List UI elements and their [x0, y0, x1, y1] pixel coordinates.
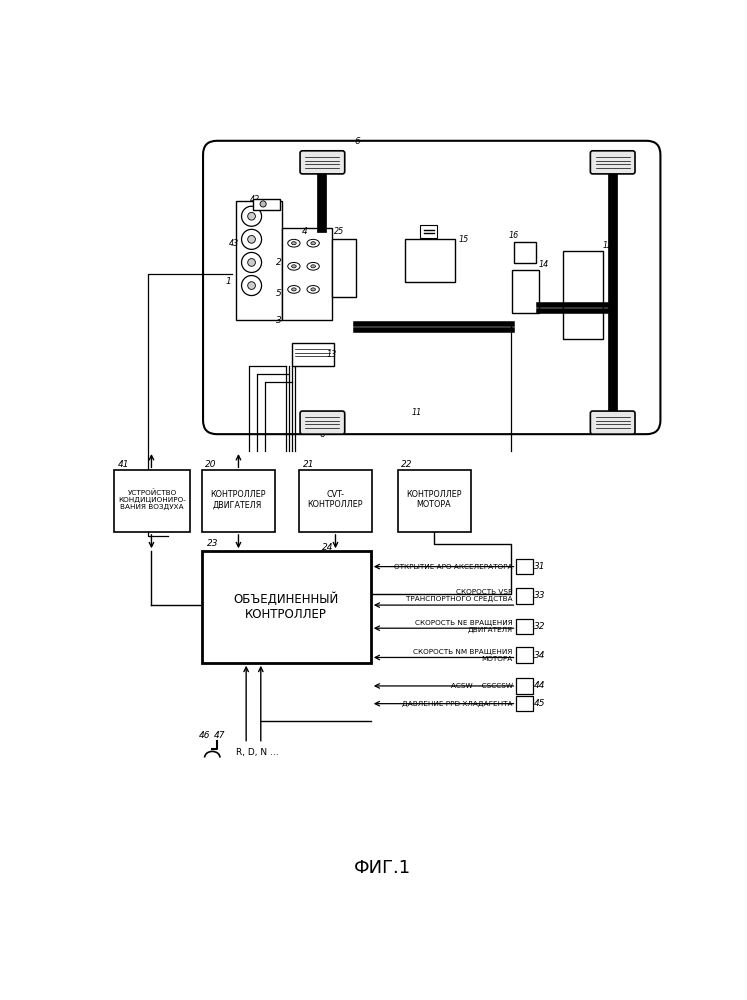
Text: 1: 1 — [226, 277, 232, 286]
Text: КОНТРОЛЛЕР
МОТОРА: КОНТРОЛЛЕР МОТОРА — [406, 490, 462, 509]
Text: СКОРОСТЬ NM ВРАЩЕНИЯ
МОТОРА: СКОРОСТЬ NM ВРАЩЕНИЯ МОТОРА — [413, 649, 512, 662]
FancyBboxPatch shape — [590, 151, 635, 174]
FancyBboxPatch shape — [420, 225, 437, 238]
Text: 24: 24 — [322, 543, 333, 552]
Text: R, D, N ...: R, D, N ... — [235, 748, 278, 757]
Text: 11: 11 — [412, 408, 422, 417]
FancyBboxPatch shape — [398, 470, 471, 532]
FancyBboxPatch shape — [300, 470, 373, 532]
FancyBboxPatch shape — [516, 559, 533, 574]
Text: 33: 33 — [534, 591, 545, 600]
Text: 32: 32 — [534, 622, 545, 631]
Text: СКОРОСТЬ NE ВРАЩЕНИЯ
ДВИГАТЕЛЯ: СКОРОСТЬ NE ВРАЩЕНИЯ ДВИГАТЕЛЯ — [415, 620, 512, 633]
Text: 46: 46 — [199, 732, 211, 740]
Text: 12: 12 — [602, 241, 613, 250]
Text: СКОРОСТЬ VSP
ТРАНСПОРТНОГО СРЕДСТВА: СКОРОСТЬ VSP ТРАНСПОРТНОГО СРЕДСТВА — [406, 589, 512, 602]
FancyBboxPatch shape — [516, 678, 533, 694]
Text: 45: 45 — [534, 699, 545, 708]
Text: УСТРОЙСТВО
КОНДИЦИОНИРО-
ВАНИЯ ВОЗДУХА: УСТРОЙСТВО КОНДИЦИОНИРО- ВАНИЯ ВОЗДУХА — [118, 489, 186, 510]
Circle shape — [260, 201, 266, 207]
FancyBboxPatch shape — [562, 251, 603, 339]
Circle shape — [248, 259, 255, 266]
Text: 4: 4 — [302, 227, 308, 236]
Ellipse shape — [291, 288, 297, 291]
FancyBboxPatch shape — [405, 239, 455, 282]
Text: 23: 23 — [208, 539, 219, 548]
FancyBboxPatch shape — [203, 141, 660, 434]
FancyBboxPatch shape — [516, 588, 533, 604]
FancyBboxPatch shape — [114, 470, 190, 532]
Text: 20: 20 — [205, 460, 217, 469]
FancyBboxPatch shape — [300, 411, 344, 434]
FancyBboxPatch shape — [291, 343, 334, 366]
Circle shape — [248, 235, 255, 243]
Ellipse shape — [311, 288, 315, 291]
Ellipse shape — [291, 265, 297, 268]
FancyBboxPatch shape — [202, 470, 275, 532]
Circle shape — [248, 282, 255, 289]
FancyBboxPatch shape — [202, 551, 371, 663]
Text: КОНТРОЛЛЕР
ДВИГАТЕЛЯ: КОНТРОЛЛЕР ДВИГАТЕЛЯ — [210, 490, 265, 509]
FancyBboxPatch shape — [590, 411, 635, 434]
FancyBboxPatch shape — [512, 270, 539, 312]
Text: 13: 13 — [326, 350, 337, 359]
FancyBboxPatch shape — [236, 201, 282, 320]
Text: 31: 31 — [534, 562, 545, 571]
Ellipse shape — [311, 242, 315, 245]
FancyBboxPatch shape — [253, 199, 280, 210]
Text: 34: 34 — [534, 651, 545, 660]
Text: ОТКРЫТИЕ АРО АКСЕЛЕРАТОРА: ОТКРЫТИЕ АРО АКСЕЛЕРАТОРА — [394, 564, 512, 570]
FancyBboxPatch shape — [514, 242, 536, 263]
Text: 6: 6 — [354, 137, 360, 146]
Text: 41: 41 — [118, 460, 129, 469]
Text: 17: 17 — [426, 227, 436, 236]
Text: ФИГ.1: ФИГ.1 — [354, 859, 411, 877]
FancyBboxPatch shape — [282, 228, 332, 320]
Text: 42: 42 — [250, 195, 261, 204]
FancyBboxPatch shape — [516, 696, 533, 711]
Text: 5: 5 — [276, 289, 282, 298]
Text: 16: 16 — [508, 231, 518, 240]
Text: 14: 14 — [539, 260, 548, 269]
Text: 44: 44 — [534, 681, 545, 690]
Text: 22: 22 — [401, 460, 413, 469]
FancyBboxPatch shape — [300, 151, 344, 174]
Text: 3: 3 — [276, 316, 282, 325]
Text: 25: 25 — [334, 227, 344, 236]
Text: 6: 6 — [320, 430, 325, 439]
Text: 47: 47 — [214, 732, 226, 740]
Text: ACSW    CSCCSW: ACSW CSCCSW — [450, 683, 512, 689]
Text: 2: 2 — [276, 258, 282, 267]
Text: ДАВЛЕНИЕ PPD ХЛАДАГЕНТА: ДАВЛЕНИЕ PPD ХЛАДАГЕНТА — [402, 701, 512, 707]
Text: 21: 21 — [303, 460, 314, 469]
FancyBboxPatch shape — [516, 647, 533, 663]
FancyBboxPatch shape — [332, 239, 356, 297]
Text: 15: 15 — [458, 235, 468, 244]
Text: CVT-
КОНТРОЛЛЕР: CVT- КОНТРОЛЛЕР — [308, 490, 363, 509]
Circle shape — [248, 212, 255, 220]
FancyBboxPatch shape — [516, 619, 533, 634]
Text: 43: 43 — [229, 239, 239, 248]
Text: ОБЪЕДИНЕННЫЙ
КОНТРОЛЛЕР: ОБЪЕДИНЕННЫЙ КОНТРОЛЛЕР — [234, 593, 339, 621]
Ellipse shape — [291, 242, 297, 245]
Ellipse shape — [311, 265, 315, 268]
